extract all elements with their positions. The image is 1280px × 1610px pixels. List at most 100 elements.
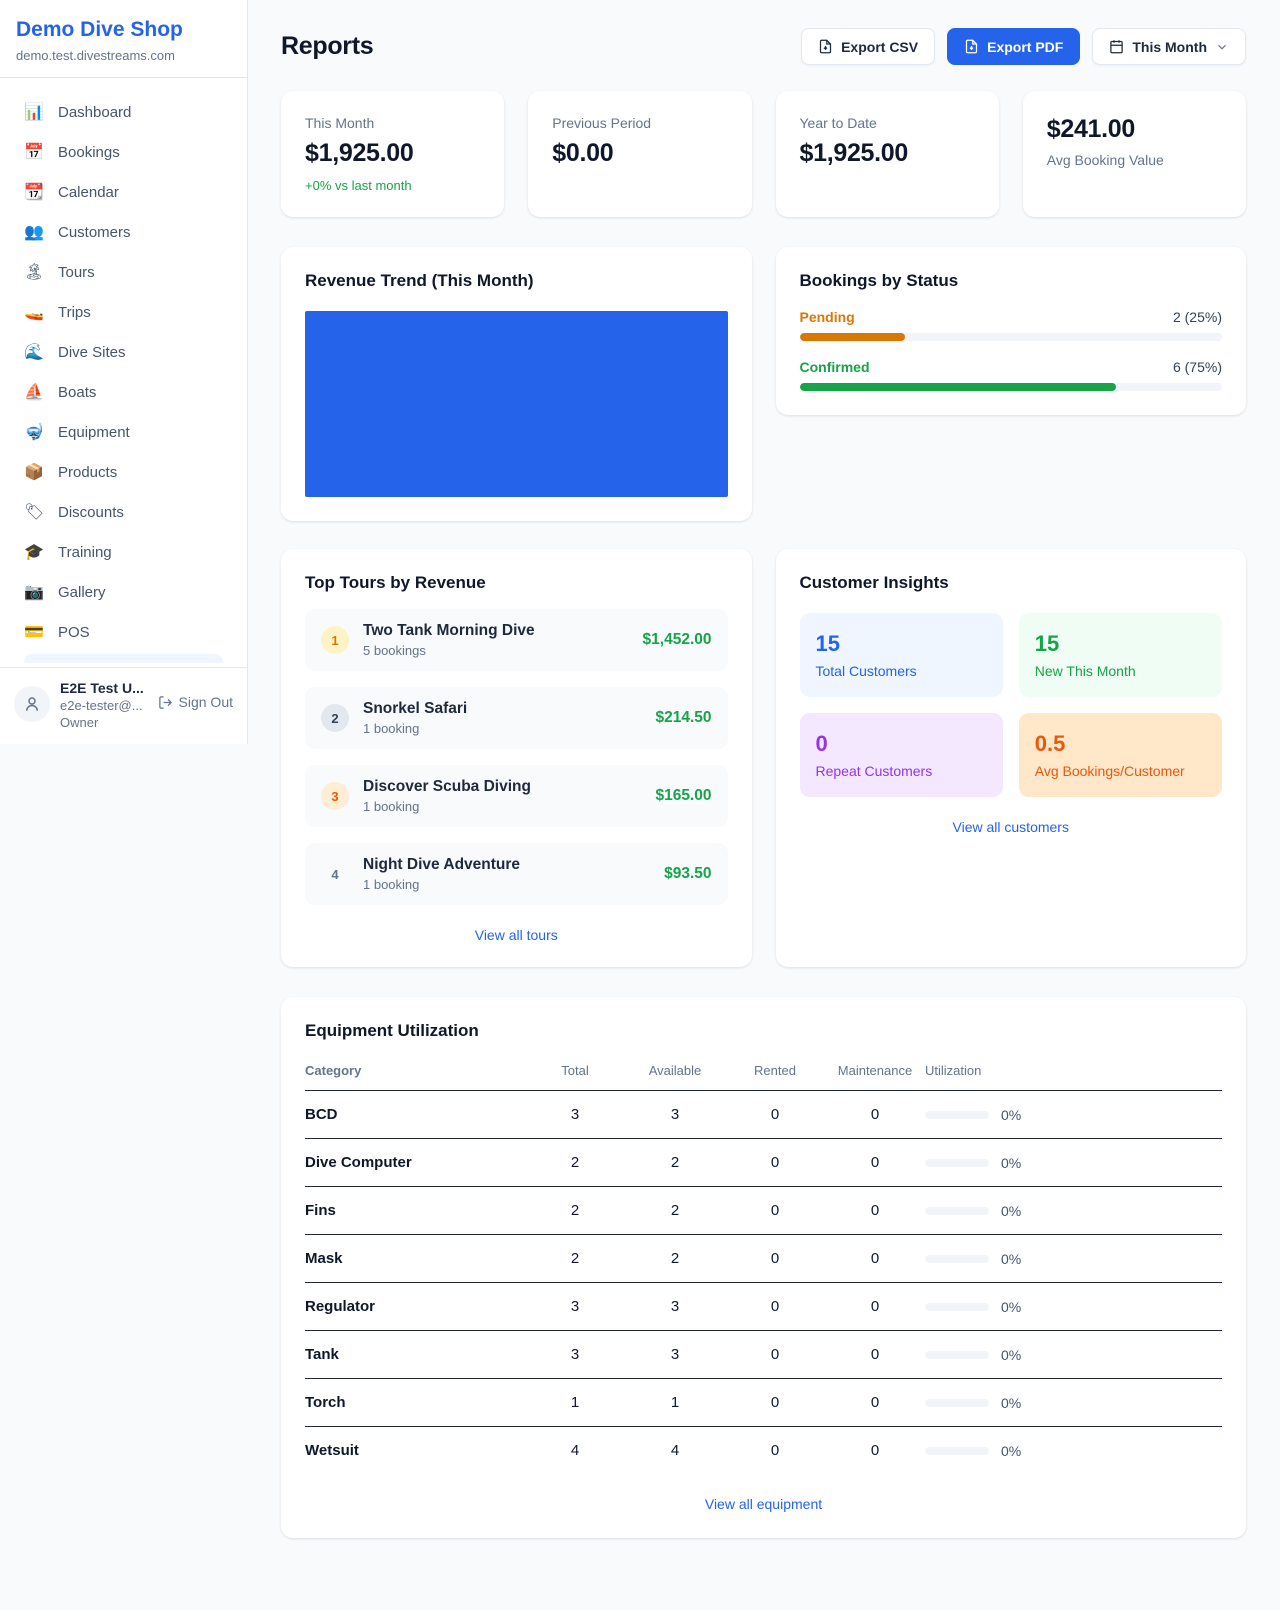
revenue-trend-chart [305, 311, 728, 497]
sidebar-item-discounts[interactable]: 🏷 Discounts [12, 492, 235, 532]
tile-new-this-month: 15 New This Month [1018, 613, 1222, 697]
status-row-pending: Pending 2 (25%) [799, 309, 1222, 341]
sidebar-item-label: Trips [58, 303, 91, 321]
sidebar-item-reports-partial[interactable] [24, 654, 223, 663]
user-name: E2E Test U... [60, 680, 144, 696]
cell-maintenance: 0 [825, 1282, 925, 1331]
tour-name: Snorkel Safari [363, 700, 468, 717]
cell-rented: 0 [725, 1330, 825, 1379]
cell-available: 3 [625, 1282, 725, 1331]
tour-name: Two Tank Morning Dive [363, 622, 535, 639]
graduation-cap-icon: 🎓 [24, 544, 44, 561]
calendar-icon: 📆 [24, 184, 44, 201]
utilization-percent: 0% [1001, 1298, 1022, 1315]
page-title: Reports [281, 32, 374, 60]
sidebar-item-bookings[interactable]: 📅 Bookings [12, 132, 235, 172]
export-pdf-label: Export PDF [987, 38, 1064, 55]
table-row: Tank 3 3 0 0 0% [305, 1330, 1222, 1379]
sidebar-item-label: POS [58, 623, 90, 641]
rank-badge: 1 [321, 626, 349, 654]
rank-badge: 2 [321, 704, 349, 732]
sidebar-item-equipment[interactable]: 🤿 Equipment [12, 412, 235, 452]
sidebar-item-dive-sites[interactable]: 🌊 Dive Sites [12, 332, 235, 372]
cell-utilization: 0% [925, 1427, 1222, 1475]
period-dropdown[interactable]: This Month [1092, 28, 1246, 65]
tour-row: 2 Snorkel Safari 1 booking $214.50 [305, 687, 728, 749]
table-row: Fins 2 2 0 0 0% [305, 1186, 1222, 1235]
cell-available: 3 [625, 1330, 725, 1379]
shop-name[interactable]: Demo Dive Shop [16, 18, 183, 41]
user-role: Owner [60, 715, 99, 730]
view-all-customers-link[interactable]: View all customers [952, 819, 1069, 835]
tile-label: Avg Bookings/Customer [1034, 763, 1185, 779]
stat-label: Year to Date [799, 115, 877, 131]
status-bar-track [799, 383, 1222, 391]
stat-value: $1,925.00 [305, 139, 414, 167]
utilization-percent: 0% [1001, 1250, 1022, 1267]
export-pdf-button[interactable]: Export PDF [947, 28, 1081, 65]
cell-available: 3 [625, 1090, 725, 1139]
utilization-bar [925, 1254, 989, 1263]
sidebar-item-tours[interactable]: 🏝 Tours [12, 252, 235, 292]
cell-total: 3 [525, 1090, 625, 1139]
status-bar-fill [799, 333, 906, 341]
utilization-percent: 0% [1001, 1394, 1022, 1411]
sidebar-item-boats[interactable]: ⛵ Boats [12, 372, 235, 412]
file-download-icon [819, 39, 832, 54]
cell-rented: 0 [725, 1378, 825, 1427]
sidebar-item-dashboard[interactable]: 📊 Dashboard [12, 92, 235, 132]
cell-available: 2 [625, 1234, 725, 1283]
user-panel: E2E Test U... e2e-tester@... Owner Sign … [0, 667, 247, 744]
col-maintenance: Maintenance [825, 1055, 925, 1091]
status-value: 2 (25%) [1172, 309, 1222, 325]
sign-out-button[interactable]: Sign Out [158, 694, 233, 710]
export-csv-button[interactable]: Export CSV [801, 28, 936, 65]
sidebar-item-trips[interactable]: 🚤 Trips [12, 292, 235, 332]
status-row-confirmed: Confirmed 6 (75%) [799, 359, 1222, 391]
calendar-icon [1110, 40, 1124, 54]
avatar [14, 686, 50, 722]
stat-card-this-month: This Month $1,925.00 +0% vs last month [281, 91, 505, 217]
cell-rented: 0 [725, 1234, 825, 1283]
shop-domain: demo.test.divestreams.com [16, 48, 175, 63]
utilization-bar [925, 1398, 989, 1407]
table-row: Regulator 3 3 0 0 0% [305, 1282, 1222, 1331]
table-row: Dive Computer 2 2 0 0 0% [305, 1138, 1222, 1187]
sidebar-item-gallery[interactable]: 📷 Gallery [12, 572, 235, 612]
cell-utilization: 0% [925, 1186, 1222, 1235]
cell-maintenance: 0 [825, 1378, 925, 1427]
utilization-percent: 0% [1001, 1106, 1022, 1123]
chevron-down-icon [1218, 44, 1226, 50]
utilization-bar [925, 1350, 989, 1359]
col-category: Category [305, 1055, 525, 1091]
bookings-calendar-icon: 📅 [24, 144, 44, 161]
cell-maintenance: 0 [825, 1090, 925, 1139]
sidebar-item-pos[interactable]: 💳 POS [12, 612, 235, 652]
sidebar-item-calendar[interactable]: 📆 Calendar [12, 172, 235, 212]
cell-rented: 0 [725, 1186, 825, 1235]
cell-available: 2 [625, 1138, 725, 1187]
utilization-percent: 0% [1001, 1154, 1022, 1171]
table-row: Mask 2 2 0 0 0% [305, 1234, 1222, 1283]
cell-utilization: 0% [925, 1330, 1222, 1379]
customers-icon: 👥 [24, 224, 44, 241]
tile-value: 0 [815, 731, 828, 756]
sidebar-item-label: Dive Sites [58, 343, 126, 361]
utilization-percent: 0% [1001, 1346, 1022, 1363]
sidebar-item-products[interactable]: 📦 Products [12, 452, 235, 492]
view-all-tours-link[interactable]: View all tours [474, 927, 558, 943]
tile-label: Repeat Customers [815, 763, 933, 779]
utilization-bar [925, 1110, 989, 1119]
sidebar-item-training[interactable]: 🎓 Training [12, 532, 235, 572]
insight-grid: 15 Total Customers 15 New This Month 0 R… [799, 613, 1222, 797]
tour-bookings: 1 booking [363, 721, 420, 736]
user-meta: E2E Test U... e2e-tester@... Owner [60, 680, 148, 730]
shop-header: Demo Dive Shop demo.test.divestreams.com [0, 0, 247, 78]
tour-revenue: $214.50 [655, 709, 712, 726]
col-rented: Rented [725, 1055, 825, 1091]
sidebar-item-customers[interactable]: 👥 Customers [12, 212, 235, 252]
tile-value: 15 [815, 631, 840, 656]
tag-icon: 🏷 [24, 504, 45, 521]
view-all-equipment-link[interactable]: View all equipment [704, 1496, 823, 1512]
status-label: Confirmed [799, 359, 870, 375]
